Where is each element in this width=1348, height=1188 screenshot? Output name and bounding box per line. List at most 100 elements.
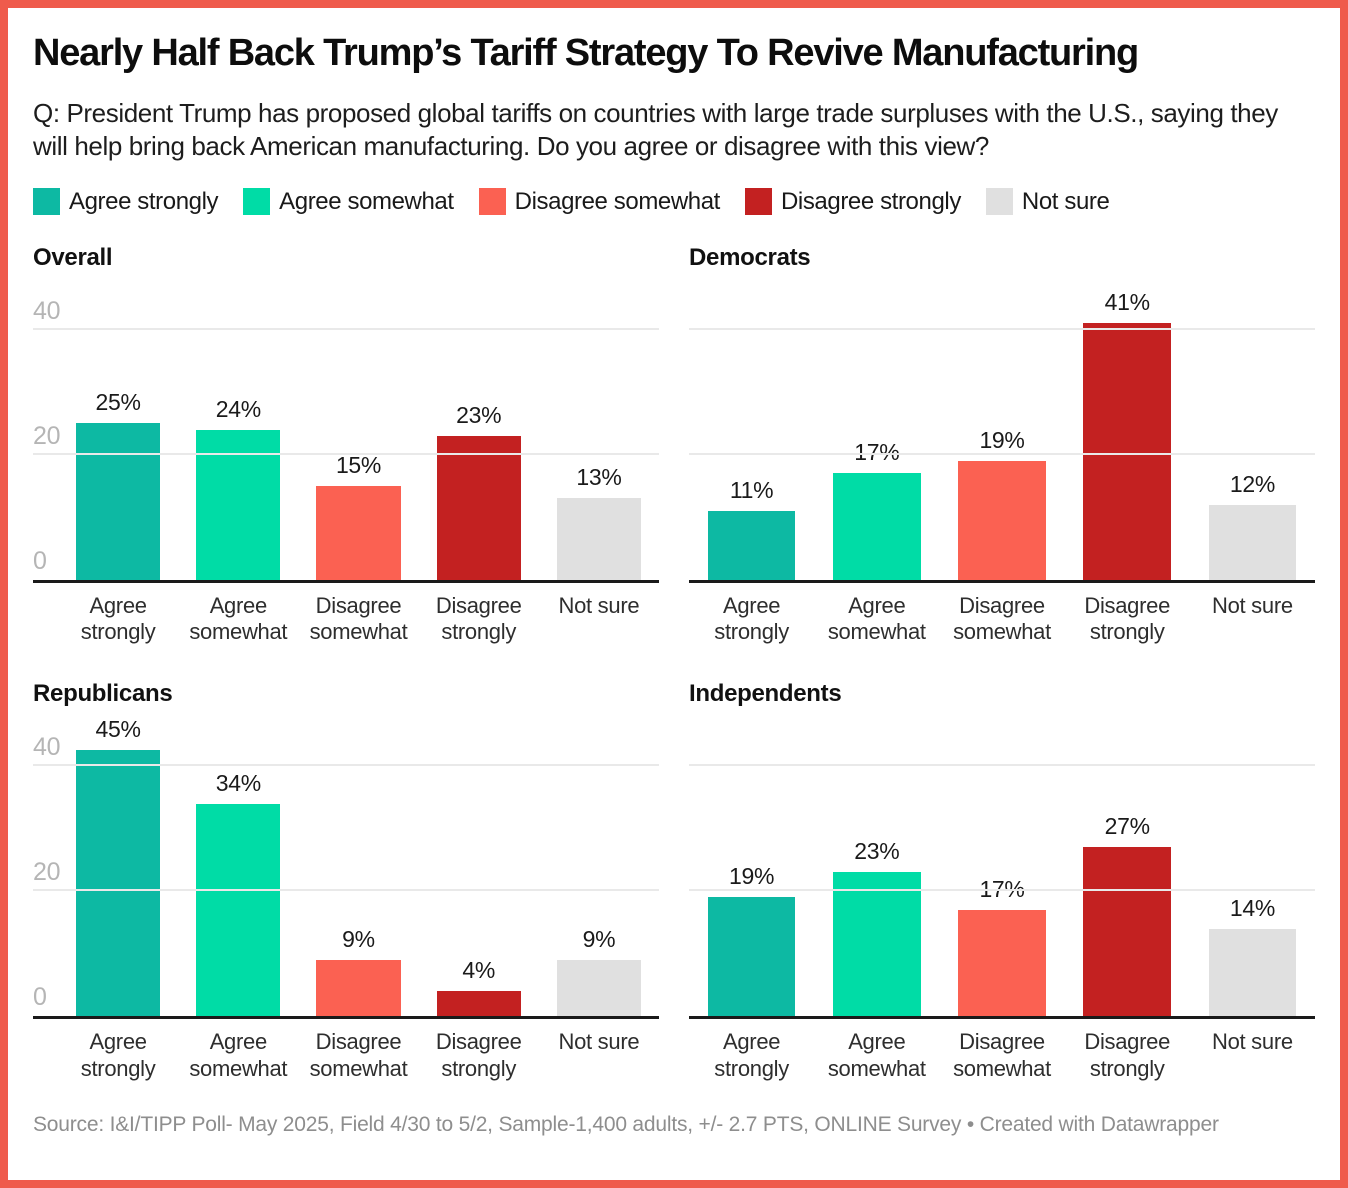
category-label-disagree-somewhat: Disagree somewhat: [309, 1029, 408, 1082]
bar-slot-agree-strongly: 11%: [689, 280, 814, 580]
plot-area: 45% 34% 9% 4% 9% 0 20 40: [33, 716, 659, 1020]
bar-slot-disagree-strongly: 41%: [1065, 280, 1190, 580]
category-label-disagree-strongly: Disagree strongly: [435, 592, 522, 645]
gridline-40: [689, 764, 1315, 767]
bar-value-label: 13%: [576, 464, 622, 491]
bar-disagree-strongly: [436, 435, 521, 580]
category-label-disagree-strongly: Disagree strongly: [1084, 592, 1171, 645]
bar-slot-agree-somewhat: 34%: [178, 716, 298, 1017]
bar-value-label: 15%: [335, 451, 382, 478]
gridline-40: [689, 327, 1315, 330]
category-label-not-sure: Not sure: [558, 592, 640, 618]
bar-value-label: 19%: [729, 863, 775, 890]
bar-slot-not-sure: 9%: [539, 716, 659, 1017]
panel-overall: Overall 25% 24% 15% 23% 13% 0 20 40 Agree stron…: [33, 244, 659, 647]
bar-value-label: 9%: [582, 925, 616, 952]
bar-agree-somewhat: [832, 473, 921, 580]
category-label-agree-somewhat: Agree somewhat: [189, 1029, 288, 1082]
panel-title: Democrats: [689, 243, 811, 271]
bar-value-label: 27%: [1104, 813, 1150, 840]
y-tick-label-20: 20: [33, 858, 61, 887]
category-label-disagree-strongly: Disagree strongly: [1084, 1029, 1171, 1082]
bars-group: 11% 17% 19% 41% 12%: [689, 280, 1315, 580]
legend-label: Not sure: [1021, 187, 1110, 215]
bar-agree-somewhat: [832, 872, 921, 1017]
bar-slot-agree-strongly: 45%: [58, 716, 178, 1017]
category-label-disagree-somewhat: Disagree somewhat: [953, 1029, 1051, 1082]
bar-value-label: 41%: [1104, 289, 1150, 316]
bar-value-label: 25%: [95, 389, 141, 416]
bar-not-sure: [556, 498, 641, 580]
bar-disagree-strongly: [1083, 847, 1172, 1017]
legend-label: Agree strongly: [69, 187, 219, 215]
category-label-agree-strongly: Agree strongly: [714, 592, 789, 645]
gridline-40: [33, 764, 659, 767]
bar-disagree-somewhat: [958, 909, 1046, 1017]
y-tick-label-20: 20: [33, 421, 61, 450]
legend-swatch-icon: [243, 188, 271, 216]
legend-item-disagree-somewhat: Disagree somewhat: [478, 188, 720, 216]
category-axis: Agree strongly Agree somewhat Disagree som…: [689, 593, 1315, 647]
bar-slot-agree-somewhat: 23%: [814, 716, 939, 1017]
legend-label: Agree somewhat: [279, 187, 454, 215]
category-label-agree-strongly: Agree strongly: [714, 1029, 789, 1082]
bar-slot-agree-strongly: 19%: [689, 716, 814, 1017]
panel-democrats: Democrats 11% 17% 19% 41% 12% Agree strongly…: [689, 244, 1315, 647]
bar-not-sure: [556, 959, 641, 1017]
bar-agree-strongly: [707, 897, 796, 1017]
plot-area: 25% 24% 15% 23% 13% 0 20 40: [33, 280, 659, 583]
gridline-20: [689, 452, 1315, 455]
y-tick-label-0: 0: [33, 546, 47, 575]
bar-value-label: 19%: [979, 426, 1025, 453]
bar-agree-somewhat: [196, 429, 281, 580]
bar-value-label: 23%: [854, 838, 900, 865]
charts-grid: Overall 25% 24% 15% 23% 13% 0 20 40 Agree stron…: [33, 244, 1315, 1083]
panel-title: Republicans: [33, 680, 173, 708]
category-label-agree-somewhat: Agree somewhat: [827, 1029, 926, 1082]
bars-group: 19% 23% 17% 27% 14%: [689, 716, 1315, 1017]
y-tick-label-0: 0: [33, 983, 47, 1012]
bar-value-label: 12%: [1229, 470, 1275, 497]
panel-title: Independents: [689, 680, 842, 708]
bar-agree-strongly: [76, 750, 161, 1017]
gridline-20: [33, 889, 659, 892]
panel-republicans: Republicans 45% 34% 9% 4% 9% 0 20 40 Agree stro…: [33, 680, 659, 1083]
bar-slot-disagree-strongly: 27%: [1065, 716, 1190, 1017]
legend-item-agree-somewhat: Agree somewhat: [243, 188, 454, 216]
bar-value-label: 17%: [854, 439, 900, 466]
bar-value-label: 34%: [215, 769, 261, 796]
bar-slot-disagree-strongly: 23%: [419, 280, 539, 580]
category-label-not-sure: Not sure: [1212, 1029, 1293, 1055]
bar-slot-agree-somewhat: 24%: [178, 280, 298, 580]
bar-not-sure: [1208, 928, 1297, 1017]
gridline-40: [33, 327, 659, 330]
chart-subtitle-question: Q: President Trump has proposed global t…: [33, 98, 1278, 162]
bar-value-label: 14%: [1229, 894, 1275, 921]
category-label-not-sure: Not sure: [558, 1029, 640, 1055]
bar-slot-not-sure: 13%: [539, 280, 659, 580]
bar-disagree-strongly: [1083, 323, 1172, 580]
plot-area: 19% 23% 17% 27% 14%: [689, 716, 1315, 1020]
legend-item-agree-strongly: Agree strongly: [33, 187, 219, 216]
page-title: Nearly Half Back Trump’s Tariff Strategy…: [33, 32, 1139, 74]
gridline-20: [689, 889, 1315, 892]
bar-slot-not-sure: 14%: [1190, 716, 1315, 1017]
bars-group: 45% 34% 9% 4% 9%: [58, 716, 659, 1017]
category-label-agree-strongly: Agree strongly: [80, 1029, 156, 1082]
bar-disagree-strongly: [436, 991, 521, 1017]
plot-area: 11% 17% 19% 41% 12%: [689, 280, 1315, 583]
bar-slot-disagree-somewhat: 9%: [298, 716, 418, 1017]
bar-disagree-somewhat: [316, 959, 401, 1017]
legend-swatch-icon: [985, 188, 1013, 216]
legend-swatch-icon: [744, 188, 772, 216]
category-axis: Agree strongly Agree somewhat Disagree som…: [689, 1029, 1315, 1083]
y-tick-label-40: 40: [33, 733, 61, 762]
bars-group: 25% 24% 15% 23% 13%: [58, 280, 659, 580]
bar-value-label: 23%: [456, 401, 502, 428]
bar-slot-disagree-somewhat: 15%: [298, 280, 418, 580]
gridline-20: [33, 452, 659, 455]
bar-slot-disagree-somewhat: 17%: [939, 716, 1064, 1017]
category-label-disagree-strongly: Disagree strongly: [435, 1029, 522, 1082]
legend-label: Disagree strongly: [780, 187, 961, 215]
category-label-agree-somewhat: Agree somewhat: [189, 592, 288, 645]
